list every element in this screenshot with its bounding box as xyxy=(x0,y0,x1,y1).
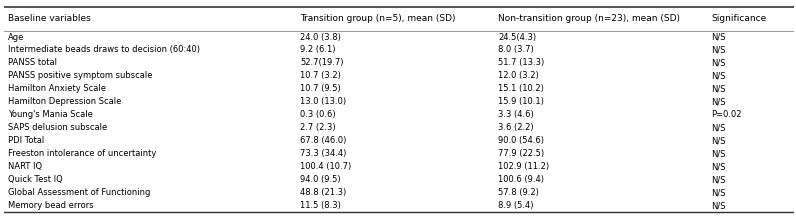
Text: 48.8 (21.3): 48.8 (21.3) xyxy=(300,188,346,197)
Text: 67.8 (46.0): 67.8 (46.0) xyxy=(300,136,347,145)
Text: 51.7 (13.3): 51.7 (13.3) xyxy=(498,58,544,67)
Text: 94.0 (9.5): 94.0 (9.5) xyxy=(300,175,341,184)
Text: 8.9 (5.4): 8.9 (5.4) xyxy=(498,201,533,210)
Text: Quick Test IQ: Quick Test IQ xyxy=(8,175,63,184)
Text: N/S: N/S xyxy=(712,46,726,54)
Text: Young's Mania Scale: Young's Mania Scale xyxy=(8,110,93,119)
Text: 24.0 (3.8): 24.0 (3.8) xyxy=(300,33,341,41)
Text: N/S: N/S xyxy=(712,136,726,145)
Text: Hamilton Anxiety Scale: Hamilton Anxiety Scale xyxy=(8,84,106,94)
Text: 102.9 (11.2): 102.9 (11.2) xyxy=(498,162,549,171)
Text: N/S: N/S xyxy=(712,162,726,171)
Text: 2.7 (2.3): 2.7 (2.3) xyxy=(300,123,336,132)
Text: 12.0 (3.2): 12.0 (3.2) xyxy=(498,71,539,81)
Text: 73.3 (34.4): 73.3 (34.4) xyxy=(300,149,347,158)
Text: N/S: N/S xyxy=(712,188,726,197)
Text: 15.1 (10.2): 15.1 (10.2) xyxy=(498,84,544,94)
Text: Memory bead errors: Memory bead errors xyxy=(8,201,94,210)
Text: N/S: N/S xyxy=(712,33,726,41)
Text: PANSS total: PANSS total xyxy=(8,58,57,67)
Text: N/S: N/S xyxy=(712,175,726,184)
Text: N/S: N/S xyxy=(712,84,726,94)
Text: N/S: N/S xyxy=(712,201,726,210)
Text: Hamilton Depression Scale: Hamilton Depression Scale xyxy=(8,97,121,106)
Text: Non-transition group (n=23), mean (SD): Non-transition group (n=23), mean (SD) xyxy=(498,14,680,23)
Text: Freeston intolerance of uncertainty: Freeston intolerance of uncertainty xyxy=(8,149,156,158)
Text: 11.5 (8.3): 11.5 (8.3) xyxy=(300,201,341,210)
Text: Transition group (n=5), mean (SD): Transition group (n=5), mean (SD) xyxy=(300,14,456,23)
Text: 10.7 (3.2): 10.7 (3.2) xyxy=(300,71,341,81)
Text: PDI Total: PDI Total xyxy=(8,136,45,145)
Text: 15.9 (10.1): 15.9 (10.1) xyxy=(498,97,544,106)
Text: 0.3 (0.6): 0.3 (0.6) xyxy=(300,110,336,119)
Text: 90.0 (54.6): 90.0 (54.6) xyxy=(498,136,544,145)
Text: Intermediate beads draws to decision (60:40): Intermediate beads draws to decision (60… xyxy=(8,46,200,54)
Text: NART IQ: NART IQ xyxy=(8,162,42,171)
Text: 13.0 (13.0): 13.0 (13.0) xyxy=(300,97,346,106)
Text: Baseline variables: Baseline variables xyxy=(8,14,91,23)
Text: SAPS delusion subscale: SAPS delusion subscale xyxy=(8,123,107,132)
Text: 3.6 (2.2): 3.6 (2.2) xyxy=(498,123,533,132)
Text: P=0.02: P=0.02 xyxy=(712,110,742,119)
Text: N/S: N/S xyxy=(712,97,726,106)
Text: 100.4 (10.7): 100.4 (10.7) xyxy=(300,162,352,171)
Text: PANSS positive symptom subscale: PANSS positive symptom subscale xyxy=(8,71,152,81)
Text: 52.7(19.7): 52.7(19.7) xyxy=(300,58,344,67)
Text: 8.0 (3.7): 8.0 (3.7) xyxy=(498,46,534,54)
Text: 57.8 (9.2): 57.8 (9.2) xyxy=(498,188,539,197)
Text: 9.2 (6.1): 9.2 (6.1) xyxy=(300,46,336,54)
Text: Global Assessment of Functioning: Global Assessment of Functioning xyxy=(8,188,150,197)
Text: Significance: Significance xyxy=(712,14,767,23)
Text: N/S: N/S xyxy=(712,58,726,67)
Text: N/S: N/S xyxy=(712,123,726,132)
Text: N/S: N/S xyxy=(712,149,726,158)
Text: 77.9 (22.5): 77.9 (22.5) xyxy=(498,149,544,158)
Text: 10.7 (9.5): 10.7 (9.5) xyxy=(300,84,341,94)
Text: Age: Age xyxy=(8,33,25,41)
Text: 100.6 (9.4): 100.6 (9.4) xyxy=(498,175,544,184)
Text: 24.5(4.3): 24.5(4.3) xyxy=(498,33,537,41)
Text: N/S: N/S xyxy=(712,71,726,81)
Text: 3.3 (4.6): 3.3 (4.6) xyxy=(498,110,534,119)
